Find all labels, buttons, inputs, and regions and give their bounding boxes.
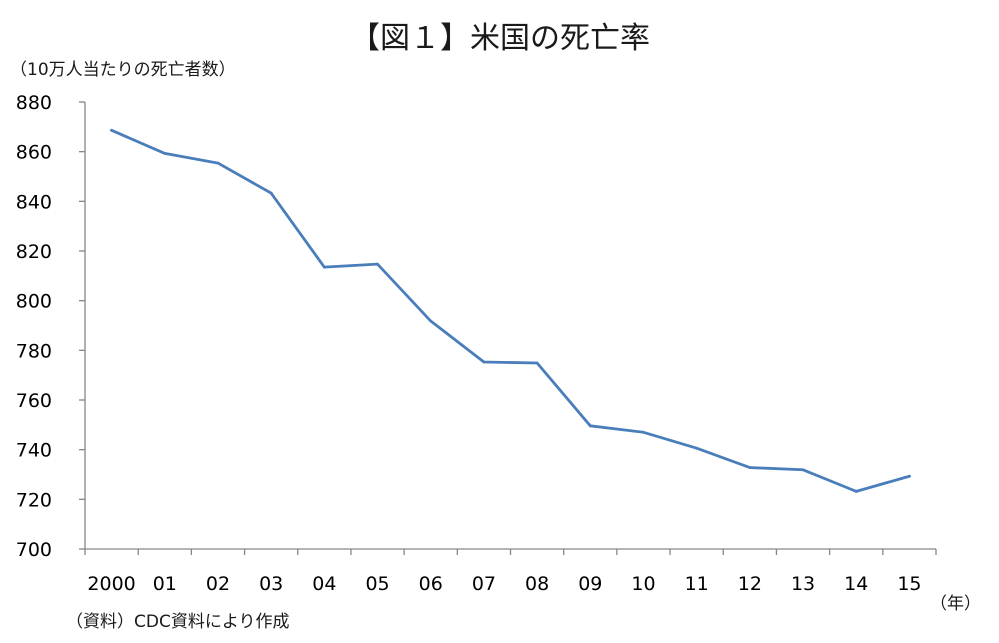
- y-tick-label: 820: [16, 241, 52, 263]
- data-point: [376, 262, 379, 266]
- y-tick-label: 760: [16, 390, 52, 412]
- x-tick-label: 05: [365, 573, 389, 595]
- y-tick-label: 720: [16, 489, 52, 511]
- y-axis-unit-label: （10万人当たりの死亡者数）: [10, 60, 236, 80]
- series-line: [110, 128, 911, 493]
- x-tick-label: 09: [578, 573, 602, 595]
- y-tick-label: 880: [16, 92, 52, 114]
- y-tick-label: 700: [16, 539, 52, 561]
- data-point: [748, 466, 752, 469]
- data-point: [642, 430, 645, 434]
- y-tick-label: 780: [16, 340, 52, 362]
- source-note: （資料）CDC資料により作成: [66, 612, 290, 632]
- data-point: [216, 161, 220, 165]
- y-tick-label: 740: [16, 440, 52, 462]
- data-point: [588, 424, 592, 428]
- x-tick-label: 01: [153, 573, 177, 595]
- data-point: [854, 489, 858, 493]
- x-tick-label: 13: [791, 573, 815, 595]
- x-tick-label: 12: [738, 573, 762, 595]
- x-tick-label: 08: [525, 573, 549, 595]
- data-point: [535, 361, 539, 365]
- x-tick-label: 2000: [87, 573, 135, 595]
- y-tick-label: 800: [16, 291, 52, 313]
- y-tick-label: 860: [16, 142, 52, 164]
- data-point: [110, 128, 113, 132]
- x-tick-label: 11: [685, 573, 709, 595]
- x-tick-label: 06: [419, 573, 443, 595]
- data-point: [322, 265, 326, 269]
- y-axis: 700 720 740 760 780 800 820 840 860 880: [16, 92, 85, 561]
- data-point: [429, 319, 433, 323]
- x-tick-label: 14: [844, 573, 868, 595]
- x-tick-label: 10: [631, 573, 655, 595]
- x-axis-unit-label: （年）: [930, 594, 981, 614]
- y-tick-label: 840: [16, 191, 52, 213]
- x-tick-label: 04: [312, 573, 336, 595]
- data-point: [269, 191, 273, 195]
- x-axis: 2000 01 02 03 04 05 06 07 08 09 10 11 12 13 14 15: [84, 549, 937, 595]
- data-point: [908, 474, 911, 478]
- series-group: [110, 128, 911, 493]
- data-point: [801, 468, 805, 472]
- chart-title: 【図１】米国の死亡率: [350, 21, 650, 56]
- data-point: [163, 152, 167, 155]
- data-point: [482, 360, 486, 364]
- x-tick-label: 07: [472, 573, 496, 595]
- x-tick-label: 03: [259, 573, 283, 595]
- x-tick-label: 15: [897, 573, 921, 595]
- x-tick-label: 02: [206, 573, 230, 595]
- data-point: [695, 446, 699, 450]
